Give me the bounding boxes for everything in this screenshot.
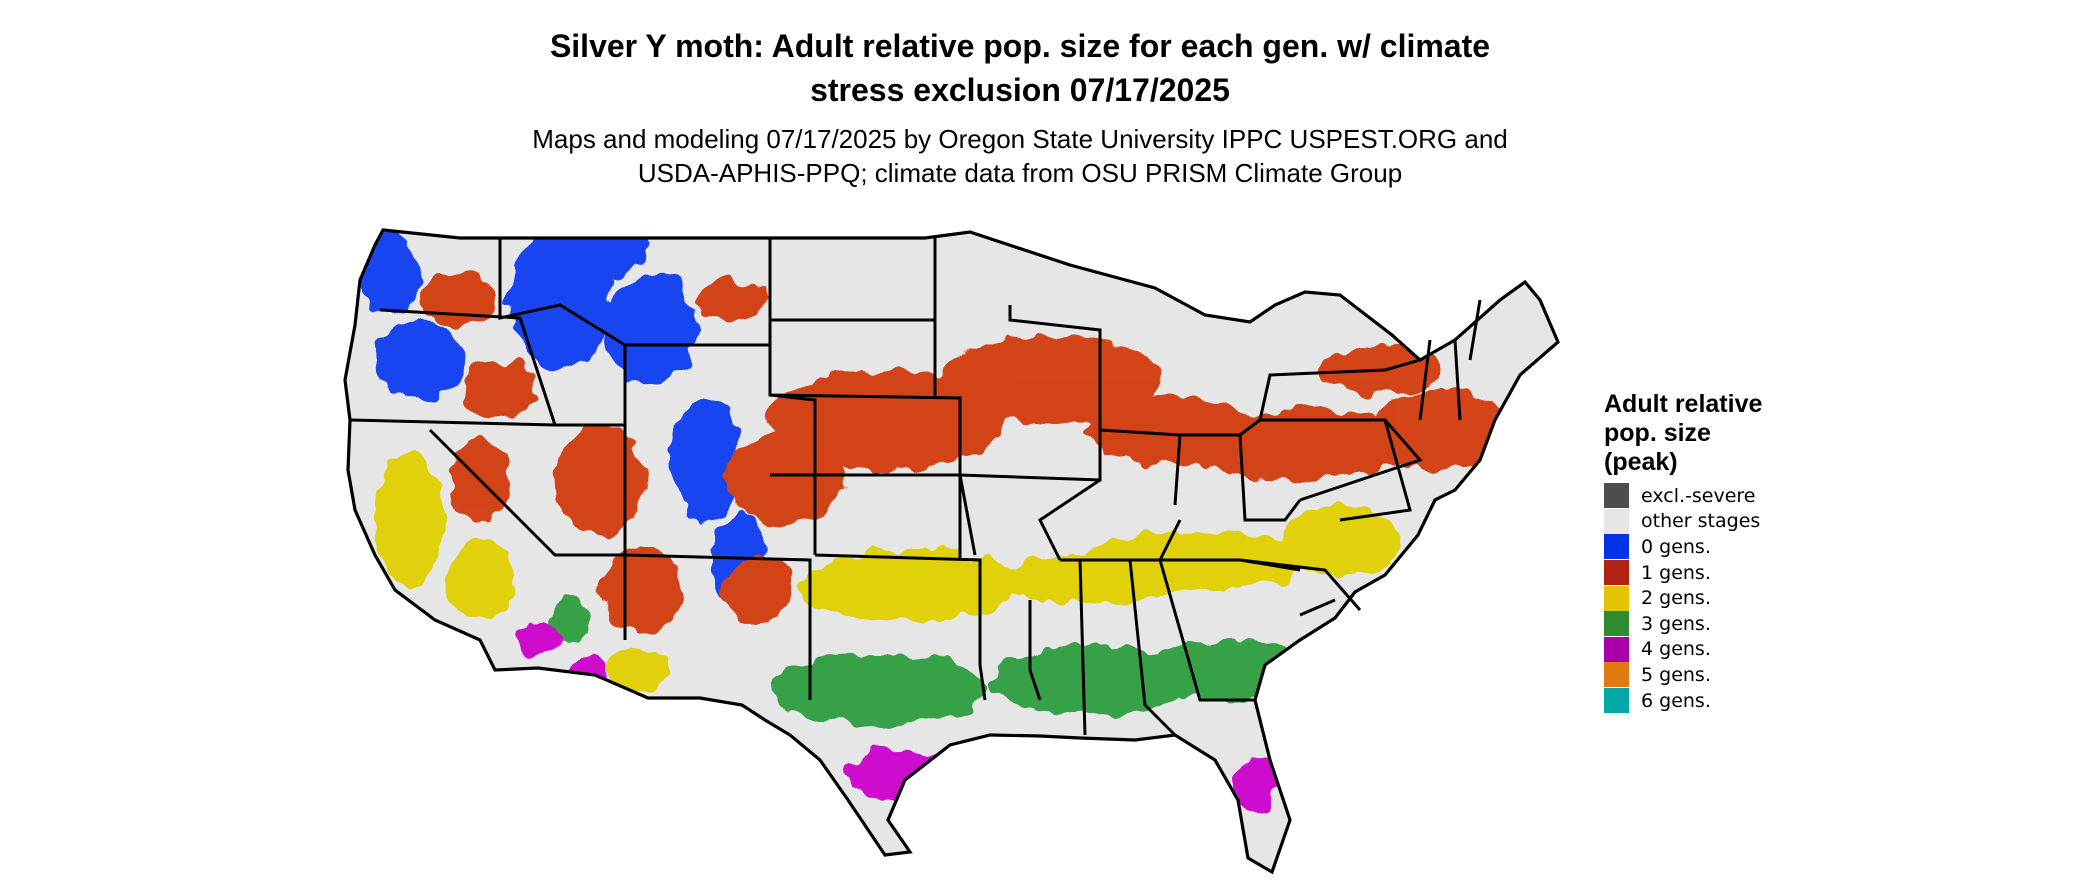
- legend-swatch: [1604, 662, 1629, 688]
- legend-label: 4 gens.: [1641, 638, 1711, 661]
- zone-4-gens: [518, 622, 562, 658]
- map-title-line-1: Silver Y moth: Adult relative pop. size …: [549, 28, 1491, 64]
- legend-title: Adult relative pop. size (peak): [1604, 390, 1762, 477]
- zone-1-gens: [725, 555, 795, 625]
- zone-3-gens: [550, 595, 590, 645]
- legend-item: 4 gens.: [1604, 636, 1762, 663]
- zone-3-gens: [770, 655, 990, 725]
- legend-label: 1 gens.: [1641, 561, 1711, 584]
- legend-swatch: [1604, 636, 1629, 662]
- legend-swatch: [1604, 560, 1629, 586]
- zone-2-gens: [375, 450, 445, 590]
- map-title: Silver Y moth: Adult relative pop. size …: [350, 24, 1690, 112]
- legend: Adult relative pop. size (peak) excl.-se…: [1604, 390, 1762, 714]
- map-subtitle-line-2: USDA-APHIS-PPQ; climate data from OSU PR…: [637, 158, 1403, 188]
- legend-item: 1 gens.: [1604, 560, 1762, 586]
- zone-0-gens: [605, 275, 695, 385]
- us-land-fill: [345, 230, 1558, 872]
- legend-title-line-2: pop. size: [1604, 419, 1711, 447]
- zone-0-gens: [375, 320, 465, 400]
- legend-item: excl.-severe: [1604, 483, 1762, 509]
- legend-item: 5 gens.: [1604, 662, 1762, 688]
- legend-swatch: [1604, 534, 1629, 560]
- zone-1-gens: [555, 425, 645, 535]
- zone-2-gens: [1280, 505, 1400, 575]
- map-title-line-2: stress exclusion 07/17/2025: [810, 72, 1230, 108]
- map-subtitle: Maps and modeling 07/17/2025 by Oregon S…: [350, 122, 1690, 190]
- zone-1-gens: [1180, 410, 1420, 480]
- legend-label: other stages: [1641, 510, 1761, 533]
- zone-0-gens: [670, 400, 740, 520]
- legend-label: 2 gens.: [1641, 587, 1711, 610]
- legend-swatch: [1604, 508, 1629, 534]
- legend-item: 6 gens.: [1604, 688, 1762, 714]
- zone-0-gens: [360, 235, 420, 315]
- zone-4-gens: [1233, 755, 1277, 815]
- map-subtitle-line-1: Maps and modeling 07/17/2025 by Oregon S…: [532, 124, 1508, 154]
- legend-title-line-1: Adult relative: [1604, 390, 1763, 418]
- legend-swatch: [1604, 585, 1629, 611]
- zone-1-gens: [940, 335, 1160, 425]
- legend-swatch: [1604, 688, 1629, 714]
- zone-0-gens: [570, 230, 650, 275]
- legend-item: 2 gens.: [1604, 585, 1762, 611]
- zone-2-gens: [800, 550, 1020, 620]
- legend-label: 5 gens.: [1641, 663, 1711, 686]
- legend-items: excl.-severe other stages 0 gens. 1 gens. 2 …: [1604, 483, 1762, 714]
- legend-title-line-3: (peak): [1604, 448, 1678, 476]
- zone-1-gens: [600, 545, 680, 635]
- state-boundaries: [349, 238, 1482, 737]
- zone-2-gens: [610, 645, 670, 695]
- legend-item: 3 gens.: [1604, 611, 1762, 637]
- legend-label: excl.-severe: [1641, 484, 1756, 507]
- legend-label: 6 gens.: [1641, 689, 1711, 712]
- legend-label: 0 gens.: [1641, 535, 1711, 558]
- legend-label: 3 gens.: [1641, 612, 1711, 635]
- zone-1-gens: [462, 360, 538, 420]
- legend-item: other stages: [1604, 508, 1762, 535]
- zone-2-gens: [445, 540, 515, 620]
- zone-1-gens: [1370, 390, 1510, 470]
- zone-1-gens: [695, 280, 765, 320]
- legend-item: 0 gens.: [1604, 534, 1762, 560]
- legend-swatch: [1604, 483, 1629, 509]
- legend-swatch: [1604, 611, 1629, 637]
